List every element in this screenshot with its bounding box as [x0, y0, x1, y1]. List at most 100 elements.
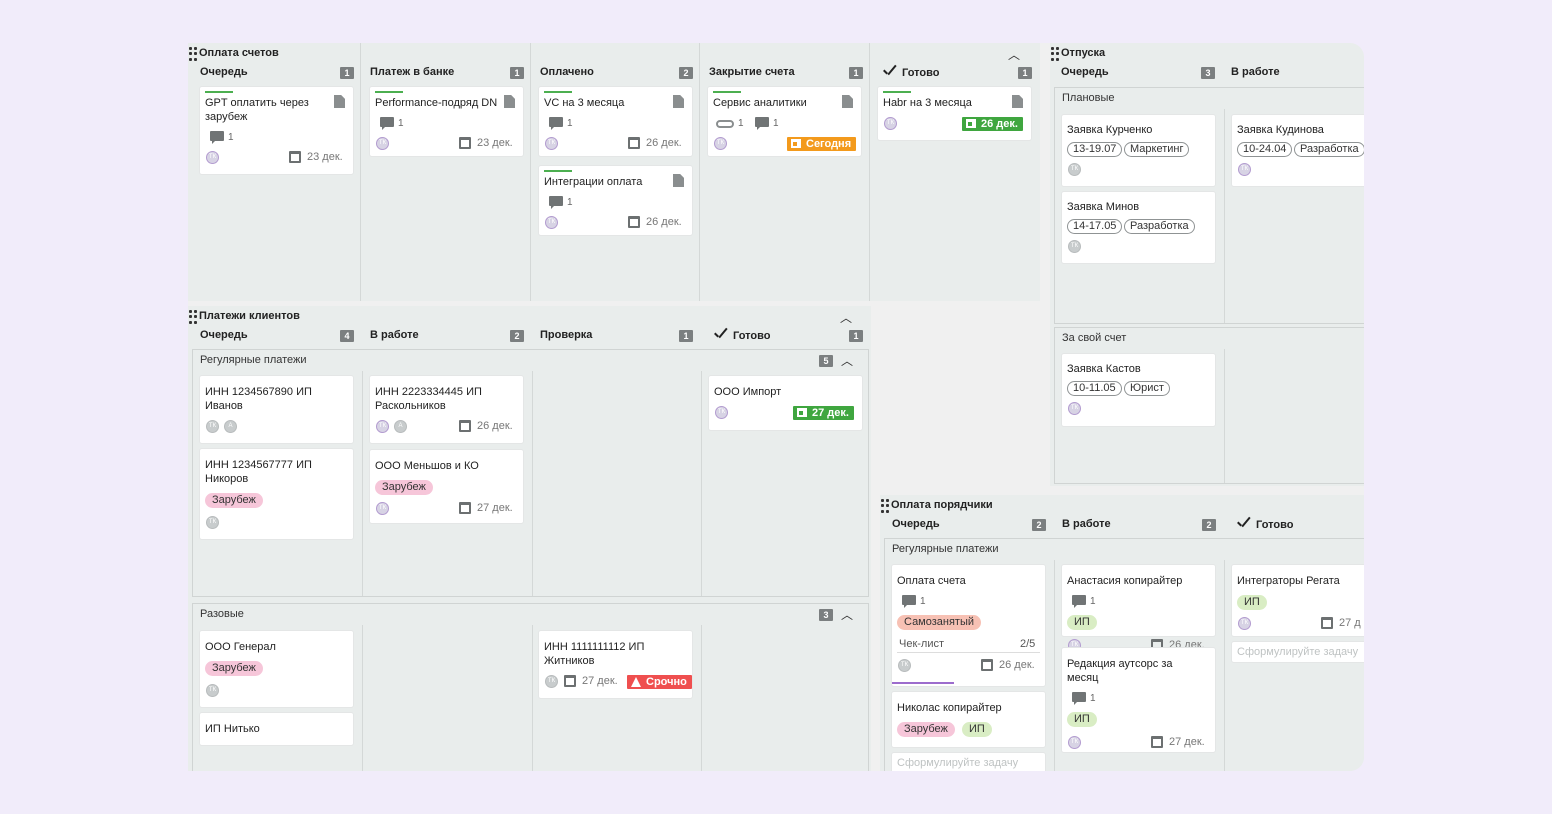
progress-bar [892, 682, 954, 684]
lane-title: За свой счет [1062, 332, 1127, 344]
group-payments: Оплата счетов ︿ Очередь 1 Платеж в банке… [188, 43, 1040, 301]
avatar[interactable]: ТК [206, 684, 219, 697]
avatar[interactable]: ТК [1238, 617, 1251, 630]
card-date: 23 дек. [477, 137, 513, 149]
due-badge: 27 дек. [793, 406, 854, 420]
avatar[interactable]: А [394, 420, 407, 433]
group-title: Оплата порядчики [891, 499, 993, 511]
avatar[interactable]: ТК [898, 659, 911, 672]
label-tag: Зарубеж [897, 722, 955, 737]
task-card[interactable]: ООО Генерал Зарубеж ТК [200, 631, 353, 707]
avatar[interactable]: ТК [1068, 240, 1081, 253]
avatar[interactable]: ТК [376, 502, 389, 515]
task-card[interactable]: Заявка Кудинова 10-24.04 Разработка ТК [1232, 115, 1364, 186]
avatar[interactable]: ТК [206, 420, 219, 433]
checkmark-icon [713, 329, 729, 341]
comment-icon [902, 595, 917, 608]
task-card[interactable]: Оплата счета 1 Самозанятый Чек-лист 2/5 … [892, 565, 1045, 686]
avatar[interactable]: ТК [1068, 163, 1081, 176]
comment-count: 1 [773, 118, 779, 129]
task-card[interactable]: ИНН 1111111112 ИП Житников ТК 27 дек. Ср… [539, 631, 692, 698]
drag-handle-icon[interactable] [881, 499, 889, 513]
column-header: Очередь [892, 518, 940, 530]
status-stripe [205, 91, 233, 93]
swimlane: Регулярные платежи Оплата счета 1 Самоза… [884, 538, 1364, 771]
new-task-input[interactable]: Сформулируйте задачу [892, 753, 1045, 771]
task-card[interactable]: Николас копирайтер Зарубеж ИП [892, 692, 1045, 747]
comment-count: 1 [567, 197, 573, 208]
task-card[interactable]: ООО Импорт ТК 27 дек. [709, 376, 862, 430]
column-count-badge: 4 [340, 330, 354, 342]
task-card[interactable]: ИНН 1234567890 ИП Иванов ТК А [200, 376, 353, 443]
drag-handle-icon[interactable] [1051, 47, 1059, 61]
kanban-board: Оплата счетов ︿ Очередь 1 Платеж в банке… [188, 43, 1364, 771]
avatar[interactable]: ТК [1068, 402, 1081, 415]
card-title: Заявка Минов [1067, 201, 1140, 213]
task-card[interactable]: ИНН 2223334445 ИП Раскольников ТК А 26 д… [370, 376, 523, 443]
label-tag: Зарубеж [375, 480, 433, 495]
column-count-badge: 1 [1018, 67, 1032, 79]
card-date: 23 дек. [307, 151, 343, 163]
column-count-badge: 1 [340, 67, 354, 79]
lane-count-badge: 5 [819, 355, 833, 367]
task-card[interactable]: Интеграции оплата 1 ТК 26 дек. [539, 166, 692, 235]
date-range-tag: 10-11.05 [1067, 381, 1122, 396]
avatar[interactable]: ТК [714, 137, 727, 150]
task-card[interactable]: Performance-подряд DN 1 ТК 23 дек. [370, 87, 523, 156]
due-badge: 26 дек. [962, 117, 1023, 131]
task-card[interactable]: Заявка Кастов 10-11.05 Юрист ТК [1062, 354, 1215, 426]
status-stripe [375, 91, 403, 93]
document-icon [842, 95, 853, 108]
new-task-input[interactable]: Сформулируйте задачу [1232, 642, 1364, 662]
urgent-badge: Срочно [627, 675, 692, 689]
task-card[interactable]: Заявка Курченко 13-19.07 Маркетинг ТК [1062, 115, 1215, 186]
chevron-up-icon[interactable]: ︿ [840, 311, 853, 325]
avatar[interactable]: ТК [376, 420, 389, 433]
task-card[interactable]: Заявка Минов 14-17.05 Разработка ТК [1062, 192, 1215, 263]
label-tag: ИП [1067, 712, 1097, 727]
avatar[interactable]: ТК [715, 406, 728, 419]
card-date: 27 д [1339, 617, 1361, 629]
avatar[interactable]: ТК [206, 516, 219, 529]
card-date: 27 дек. [582, 675, 618, 687]
avatar[interactable]: ТК [376, 137, 389, 150]
task-card[interactable]: GPT оплатить через зарубеж 1 ТК 23 дек. [200, 87, 353, 174]
card-title: ИНН 1234567890 ИП Иванов [205, 386, 312, 412]
card-title: ИНН 2223334445 ИП Раскольников [375, 386, 482, 412]
task-card[interactable]: Habr на 3 месяца ТК 26 дек. [878, 87, 1031, 140]
avatar[interactable]: ТК [545, 675, 558, 688]
column-count-badge: 1 [849, 67, 863, 79]
card-title: Редакция аутсорс за месяц [1067, 658, 1173, 684]
status-stripe [544, 170, 572, 172]
task-card[interactable]: Сервис аналитики 1 1 ТК Сегодня [708, 87, 861, 156]
status-stripe [883, 91, 911, 93]
card-title: Анастасия копирайтер [1067, 575, 1183, 587]
chevron-up-icon[interactable]: ︿ [841, 354, 854, 368]
drag-handle-icon[interactable] [189, 47, 197, 61]
task-card[interactable]: Редакция аутсорс за месяц 1 ИП ТК 27 дек… [1062, 648, 1215, 752]
avatar[interactable]: ТК [206, 151, 219, 164]
avatar[interactable]: А [224, 420, 237, 433]
avatar[interactable]: ТК [1238, 163, 1251, 176]
task-card[interactable]: VC на 3 месяца 1 ТК 26 дек. [539, 87, 692, 156]
avatar[interactable]: ТК [884, 117, 897, 130]
task-card[interactable]: ИНН 1234567777 ИП Никоров Зарубеж ТК [200, 449, 353, 539]
chevron-up-icon[interactable]: ︿ [1008, 48, 1021, 62]
task-card[interactable]: ООО Меньшов и КО Зарубеж ТК 27 дек. [370, 450, 523, 523]
column-count-badge: 2 [510, 330, 524, 342]
task-card[interactable]: ИП Нитько [200, 713, 353, 745]
chevron-up-icon[interactable]: ︿ [841, 608, 854, 622]
avatar[interactable]: ТК [1068, 736, 1081, 749]
calendar-icon [628, 216, 640, 228]
swimlane: Разовые 3 ︿ ООО Генерал Зарубеж ТК ИП Ни… [192, 603, 869, 771]
card-title: Заявка Кудинова [1237, 124, 1324, 136]
card-date: 26 дек. [477, 420, 513, 432]
task-card[interactable]: Анастасия копирайтер 1 ИП ТК 26 дек. [1062, 565, 1215, 652]
avatar[interactable]: ТК [545, 137, 558, 150]
task-card[interactable]: Интеграторы Регата ИП ТК 27 д [1232, 565, 1364, 636]
drag-handle-icon[interactable] [189, 310, 197, 324]
avatar[interactable]: ТК [545, 216, 558, 229]
swimlane: Плановые Заявка Курченко 13-19.07 Маркет… [1054, 87, 1364, 324]
comment-count: 1 [398, 118, 404, 129]
checklist-label: Чек-лист [899, 638, 945, 650]
